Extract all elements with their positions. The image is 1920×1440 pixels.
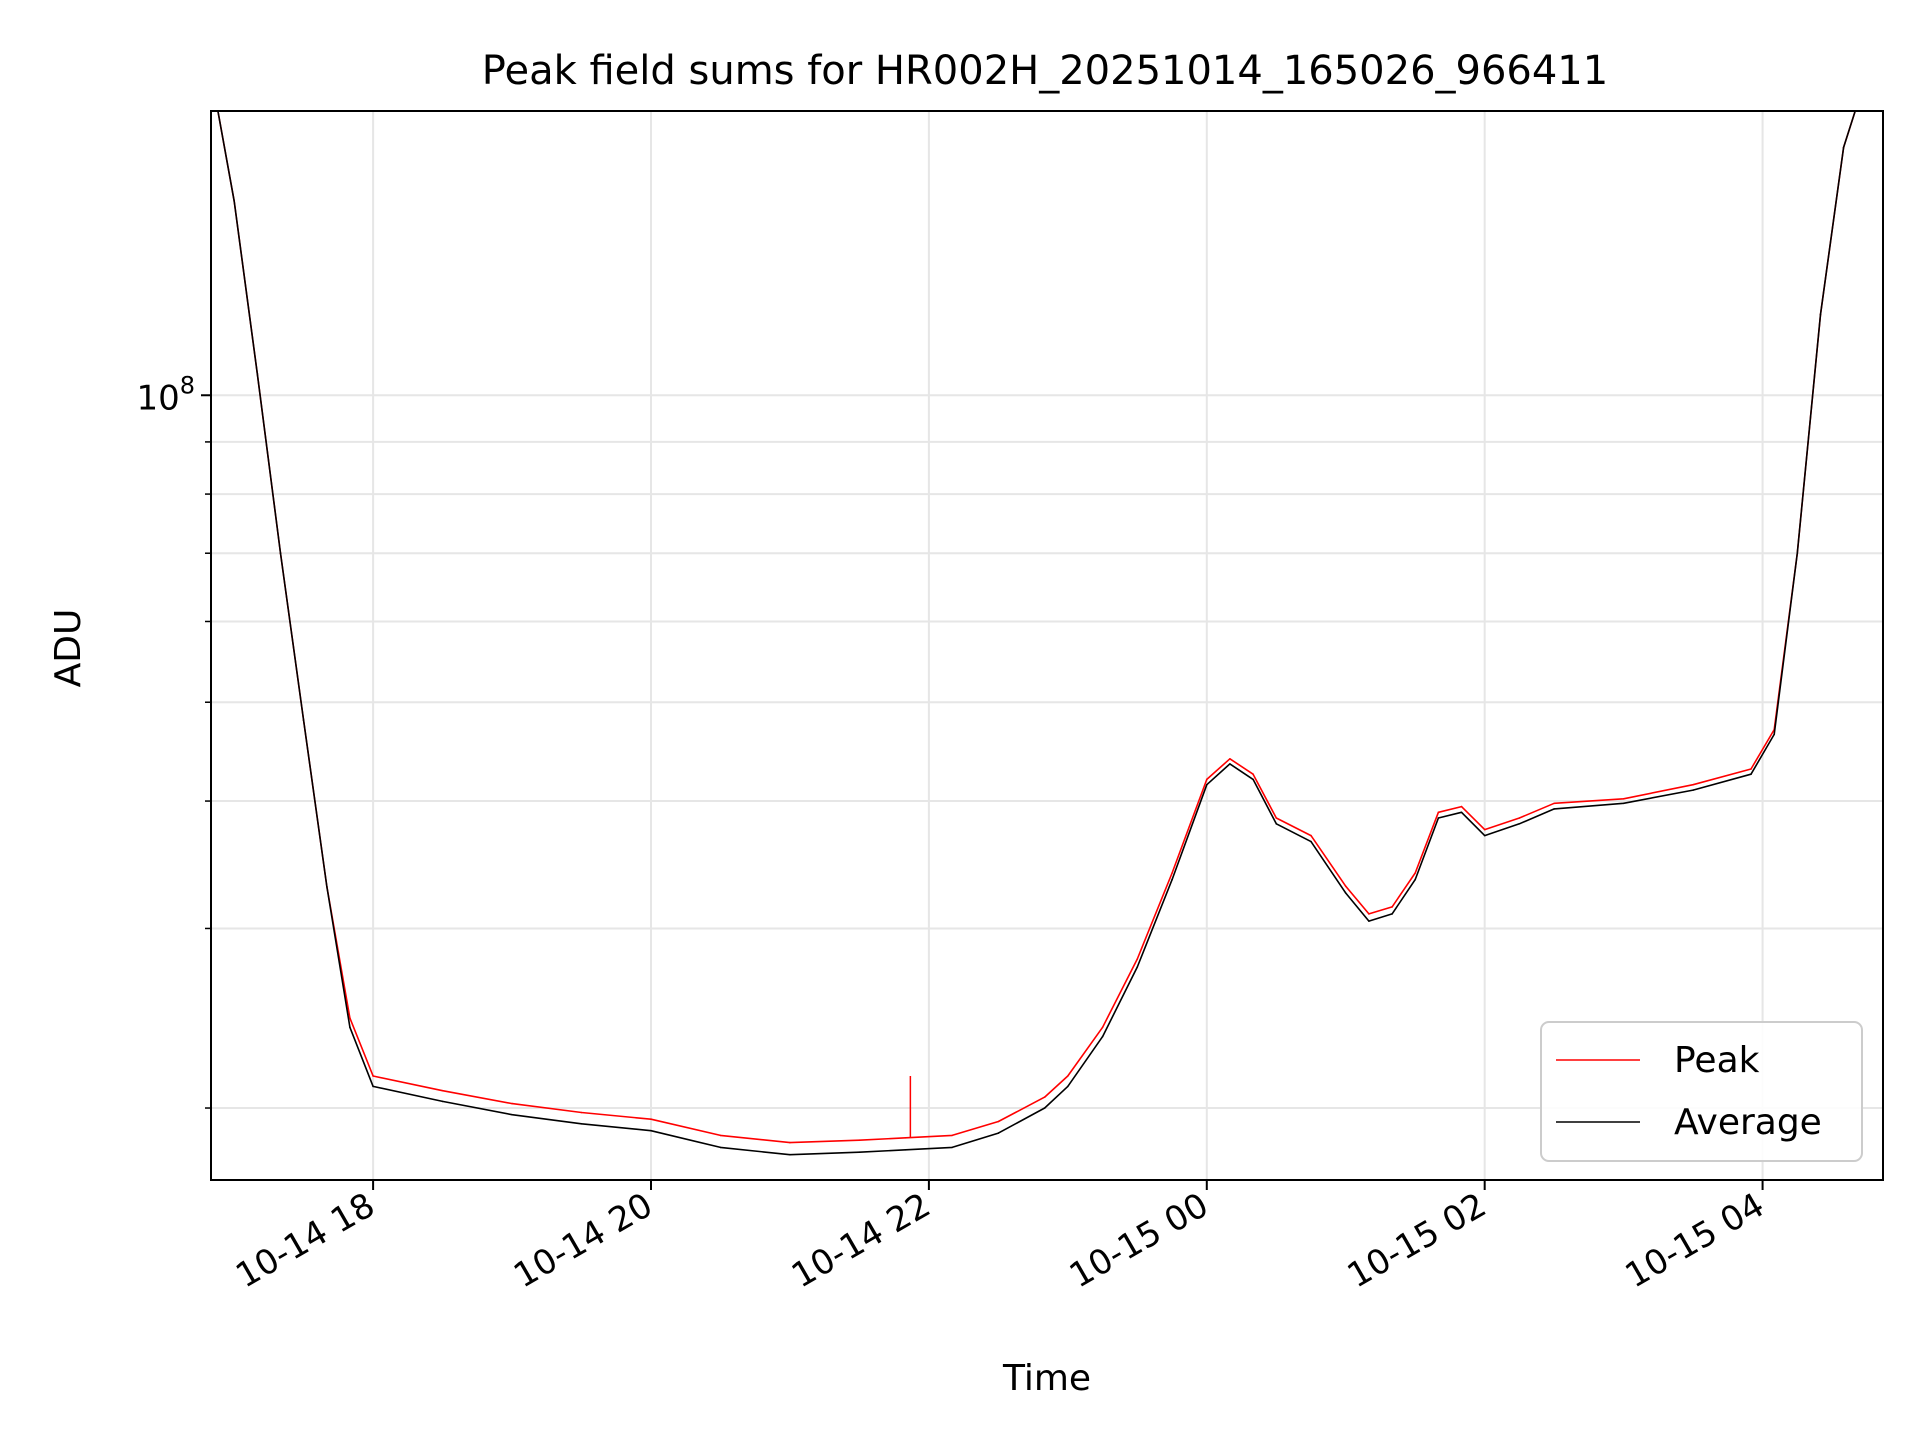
data-point-average: [279, 552, 282, 554]
data-point-average: [1171, 878, 1173, 881]
data-point-peak: [1692, 783, 1694, 786]
data-point-average: [349, 1026, 351, 1029]
data-point-peak: [1171, 872, 1173, 874]
data-point-average: [1622, 802, 1625, 805]
legend-box: [1540, 1021, 1863, 1162]
data-point-peak: [1310, 834, 1312, 837]
y-tick-label: 108: [136, 371, 195, 418]
data-point-average: [1391, 913, 1393, 915]
data-point-average: [233, 200, 235, 202]
data-point-peak: [904, 1137, 907, 1139]
data-point-average: [1414, 878, 1416, 881]
data-point-peak: [1437, 811, 1440, 814]
data-point-average: [650, 1129, 652, 1132]
legend-label-peak: Peak: [1674, 1040, 1760, 1081]
x-axis-label: Time: [1002, 1358, 1091, 1399]
data-point-average: [1206, 783, 1208, 786]
data-point-peak: [511, 1102, 513, 1105]
data-point-average: [1692, 789, 1694, 791]
data-point-average: [1043, 1107, 1046, 1109]
data-point-average: [719, 1146, 722, 1149]
data-point-peak: [997, 1120, 1000, 1123]
data-point-average: [951, 1146, 953, 1149]
data-point-average: [1842, 146, 1845, 149]
y-axis-label: ADU: [48, 609, 89, 688]
data-point-average: [1067, 1085, 1069, 1088]
data-point-peak: [580, 1111, 583, 1114]
data-point-average: [302, 719, 305, 722]
plot-series: [217, 111, 1856, 1156]
data-point-peak: [1229, 758, 1231, 760]
data-point-average: [1483, 834, 1486, 837]
data-point-average: [511, 1113, 513, 1116]
data-point-peak: [1275, 817, 1278, 819]
data-point-average: [1518, 823, 1521, 825]
data-point-average: [1750, 773, 1752, 775]
legend-label-average: Average: [1674, 1102, 1822, 1143]
data-point-peak: [1252, 773, 1254, 775]
grid: [211, 111, 1883, 1180]
data-point-average: [1275, 823, 1278, 825]
data-point-peak: [1067, 1075, 1069, 1077]
data-point-peak: [1391, 906, 1393, 908]
data-point-average: [326, 885, 328, 887]
data-point-average: [1344, 892, 1347, 894]
data-point-peak: [1206, 778, 1208, 781]
chart-title: Peak field sums for HR002H_20251014_1650…: [482, 48, 1608, 94]
data-point-peak: [789, 1141, 791, 1144]
data-point-average: [1437, 817, 1440, 819]
data-point-peak: [1136, 958, 1139, 960]
data-point-average: [580, 1123, 583, 1125]
data-point-average: [1136, 966, 1139, 968]
data-point-peak: [1460, 805, 1463, 808]
data-point-average: [1819, 313, 1822, 316]
data-point-peak: [719, 1134, 722, 1137]
data-point-peak: [650, 1118, 652, 1120]
data-point-peak: [951, 1134, 953, 1137]
data-point-peak: [1043, 1096, 1046, 1098]
data-point-peak: [1368, 913, 1370, 915]
data-point-peak: [1750, 768, 1752, 770]
data-point-average: [441, 1100, 444, 1103]
data-point-peak: [372, 1075, 374, 1077]
data-point-average: [372, 1085, 374, 1088]
data-point-average: [1553, 808, 1555, 810]
data-point-peak: [1553, 802, 1555, 805]
data-point-average: [789, 1153, 791, 1156]
data-point-peak: [1101, 1026, 1104, 1029]
data-point-average: [1310, 840, 1312, 843]
data-point-peak: [441, 1089, 444, 1092]
plot-frame: [210, 110, 1884, 1181]
data-point-peak: [1483, 828, 1486, 831]
data-point-average: [1101, 1035, 1104, 1038]
data-point-peak: [1414, 872, 1416, 874]
data-point-peak: [1344, 885, 1347, 887]
data-point-average: [1796, 552, 1799, 554]
data-point-average: [1773, 733, 1775, 736]
data-point-average: [858, 1151, 861, 1153]
data-point-average: [997, 1132, 1000, 1134]
data-point-average: [1252, 778, 1254, 781]
data-point-average: [1229, 763, 1231, 765]
data-point-peak: [858, 1139, 861, 1141]
data-point-peak: [349, 1017, 351, 1019]
data-point-average: [1460, 811, 1463, 814]
data-point-average: [256, 372, 259, 375]
data-point-average: [904, 1149, 907, 1151]
data-point-average: [1368, 920, 1370, 922]
data-point-peak: [1622, 798, 1625, 800]
data-point-peak: [1518, 817, 1521, 819]
legend: Peak Average: [1540, 1021, 1863, 1162]
